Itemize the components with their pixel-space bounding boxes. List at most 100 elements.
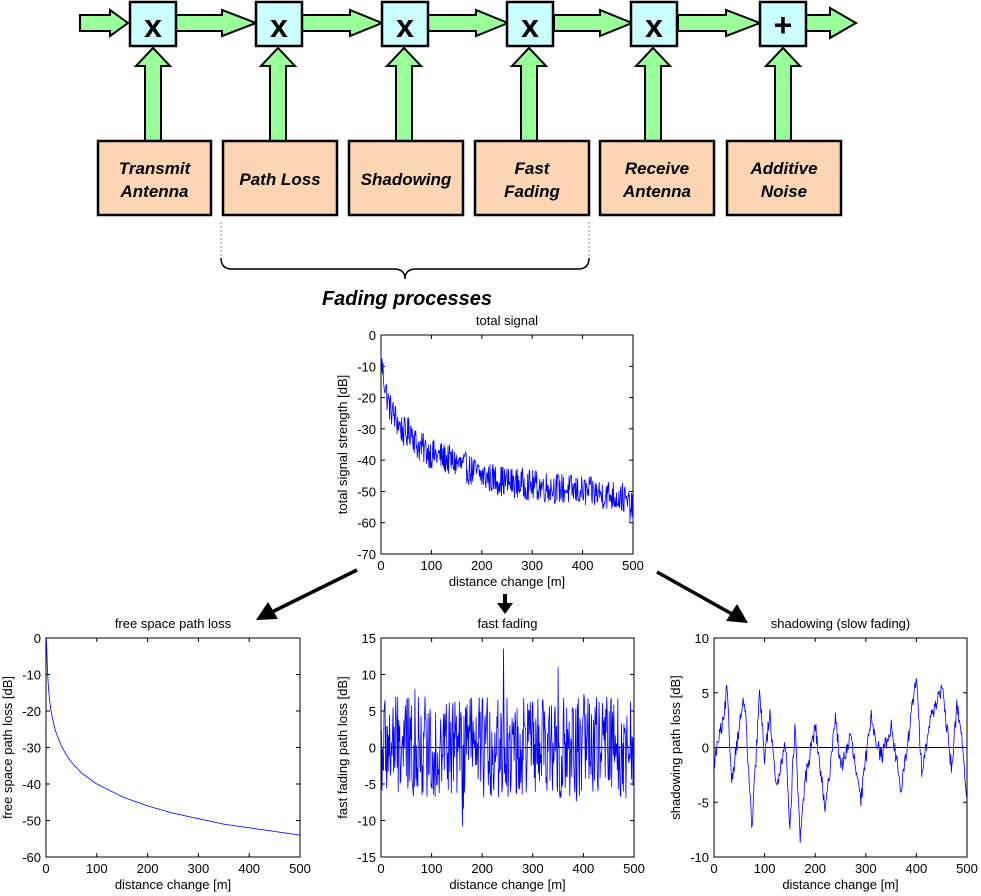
connector-arrows [256, 568, 748, 623]
block-label-line-1: Shadowing [361, 170, 452, 189]
x-axis-label: distance change [m] [115, 877, 231, 892]
x-tick-label: 200 [804, 861, 826, 876]
x-tick-label: 400 [906, 861, 928, 876]
x-axis-label: distance change [m] [449, 877, 565, 892]
x-tick-label: 300 [521, 558, 543, 573]
y-tick-label: -10 [22, 668, 41, 683]
x-tick-label: 100 [421, 558, 443, 573]
feed-arrow-2 [258, 46, 298, 142]
x-tick-label: 400 [238, 861, 260, 876]
plot-title: fast fading [478, 616, 538, 631]
y-tick-label: -20 [22, 704, 41, 719]
feed-arrows [133, 46, 803, 142]
fading-brace: Fading processes [220, 222, 590, 310]
x-tick-label: 300 [855, 861, 877, 876]
x-tick-label: 100 [421, 861, 443, 876]
block-path-loss: Path Loss [221, 139, 339, 217]
y-tick-label: -30 [357, 422, 376, 437]
block-label-line-2: Antenna [120, 182, 189, 201]
block-additive-noise: Additive Noise [725, 139, 843, 217]
y-tick-label: -15 [357, 850, 376, 865]
block-label-line-2: Fading [504, 182, 560, 201]
x-tick-label: 400 [572, 558, 594, 573]
y-axis-label: total signal strength [dB] [335, 375, 350, 514]
block-label-line-2: Antenna [622, 182, 691, 201]
brace-label: Fading processes [322, 288, 492, 310]
series-line [380, 648, 635, 827]
y-axis-label: fast fading path loss [dB] [335, 676, 350, 818]
chain-arrow-in [79, 8, 130, 38]
y-tick-label: 10 [362, 668, 376, 683]
series-line [713, 678, 967, 843]
arrow-to-fast-fading-head [497, 603, 513, 614]
block-label-line-1: Receive [625, 159, 689, 178]
plot-frame [45, 637, 301, 858]
chain-arrow-2 [301, 8, 385, 38]
y-tick-label: 0 [702, 741, 709, 756]
y-tick-label: -40 [22, 777, 41, 792]
block-label-line-2: Noise [761, 182, 807, 201]
y-tick-label: -30 [22, 741, 41, 756]
y-axis-label: free space path loss [dB] [0, 676, 15, 819]
y-tick-label: -10 [357, 359, 376, 374]
plot-title: total signal [476, 313, 538, 328]
signal-chain [79, 6, 859, 40]
x-axis-label: distance change [m] [782, 877, 898, 892]
arrow-to-shadowing-shaft [656, 570, 733, 616]
y-tick-label: -50 [22, 814, 41, 829]
y-tick-label: -20 [357, 391, 376, 406]
x-tick-label: 500 [622, 558, 644, 573]
chart-free-space-path-loss: free space path loss 0 100 200 300 400 500 0 -10… [0, 616, 311, 892]
block-transmit-antenna: Transmit Antenna [96, 139, 213, 217]
operator-symbol: x [144, 8, 162, 44]
curly-brace [220, 257, 590, 280]
y-tick-label: 0 [369, 741, 376, 756]
operator-symbol: x [521, 8, 539, 44]
process-blocks: Transmit Antenna Path Loss Shadowing Fas… [96, 139, 843, 217]
chain-arrow-5 [677, 8, 763, 38]
operator-symbol: x [270, 8, 288, 44]
arrow-to-shadowing-head [726, 604, 748, 623]
chain-arrow-out [805, 6, 859, 40]
chain-arrow-1 [173, 8, 259, 38]
block-receive-antenna: Receive Antenna [598, 139, 716, 217]
multiply-operator-4: x [505, 0, 555, 48]
block-label-line-1: Transmit [119, 159, 192, 178]
y-tick-label: 0 [34, 631, 41, 646]
multiply-operator-2: x [254, 0, 304, 48]
y-tick-label: -10 [357, 814, 376, 829]
block-label-line-1: Fast [515, 159, 551, 178]
series-line [380, 353, 634, 523]
x-tick-label: 0 [42, 861, 49, 876]
x-tick-label: 0 [377, 861, 384, 876]
feed-arrow-1 [133, 46, 173, 142]
y-tick-label: -70 [357, 547, 376, 562]
chart-total-signal: total signal 0 100 200 300 400 500 0 -10 -20 -30 -4… [335, 313, 644, 589]
y-tick-label: -60 [22, 850, 41, 865]
chart-shadowing: shadowing (slow fading)0 100 200 300 400 5001… [668, 616, 978, 892]
x-tick-label: 400 [573, 861, 595, 876]
x-tick-label: 0 [710, 861, 717, 876]
x-tick-label: 0 [377, 558, 384, 573]
y-tick-label: 10 [695, 631, 709, 646]
y-tick-label: -5 [697, 795, 709, 810]
x-tick-label: 500 [956, 861, 978, 876]
multiply-operator-1: x [128, 0, 178, 48]
multiply-operator-3: x [380, 0, 430, 48]
x-tick-label: 100 [86, 861, 108, 876]
y-tick-label: -10 [690, 850, 709, 865]
plot-title: free space path loss [115, 616, 232, 631]
block-label-line-1: Additive [749, 159, 817, 178]
y-tick-label: 5 [369, 704, 376, 719]
x-tick-label: 200 [471, 558, 493, 573]
y-tick-label: -5 [364, 777, 376, 792]
x-tick-label: 200 [137, 861, 159, 876]
operators: x x x x x + [128, 0, 808, 48]
x-tick-label: 100 [754, 861, 776, 876]
x-tick-label: 200 [471, 861, 493, 876]
y-axis-label: shadowing path loss [dB] [668, 675, 683, 820]
y-tick-label: -50 [357, 484, 376, 499]
operator-symbol: x [396, 8, 414, 44]
x-tick-label: 300 [188, 861, 210, 876]
